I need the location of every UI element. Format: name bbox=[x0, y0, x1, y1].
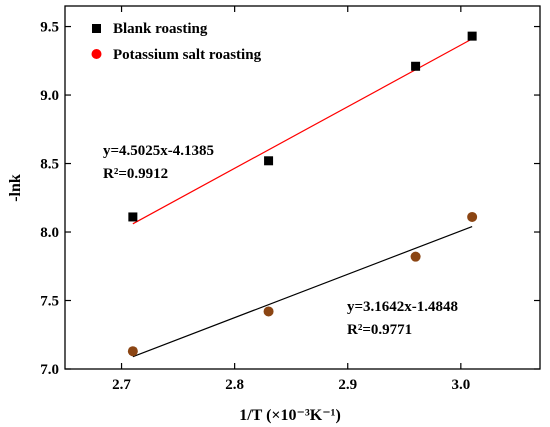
x-axis-label: 1/T (×10⁻³K⁻¹) bbox=[239, 407, 341, 424]
data-points bbox=[127, 31, 478, 357]
point-potassium-salt-roasting bbox=[263, 306, 274, 317]
equation-potassium: y=3.1642x-1.4848 bbox=[347, 299, 458, 315]
equation-blank: y=4.5025x-4.1385 bbox=[103, 143, 214, 159]
point-blank-roasting bbox=[264, 156, 274, 166]
r2-potassium: R²=0.9771 bbox=[347, 322, 412, 338]
axis-ticks: 2.7 2.8 2.9 3.0 7.0 7.5 8.0 8.5 9.0 9.5 bbox=[40, 6, 540, 393]
y-tick-label: 9.0 bbox=[40, 88, 59, 104]
y-tick-label: 7.5 bbox=[40, 294, 59, 310]
fit-line-series-1 bbox=[132, 225, 473, 358]
point-potassium-salt-roasting bbox=[127, 346, 138, 357]
point-blank-roasting bbox=[128, 212, 138, 222]
fit-line-series-0 bbox=[132, 38, 473, 225]
x-tick-label: 2.8 bbox=[225, 377, 244, 393]
y-tick-label: 7.0 bbox=[40, 362, 59, 378]
plot-frame bbox=[64, 5, 541, 370]
y-axis-label: -lnk bbox=[7, 174, 24, 202]
point-potassium-salt-roasting bbox=[410, 251, 421, 262]
point-potassium-salt-roasting bbox=[467, 211, 478, 222]
x-tick-label: 2.9 bbox=[338, 377, 357, 393]
legend: Blank roasting Potassium salt roasting bbox=[91, 21, 262, 63]
y-tick-label: 8.0 bbox=[40, 225, 59, 241]
x-tick-label: 2.7 bbox=[112, 377, 131, 393]
y-tick-label: 9.5 bbox=[40, 20, 59, 36]
legend-marker-square bbox=[92, 24, 101, 33]
y-tick-label: 8.5 bbox=[40, 157, 59, 173]
legend-label-blank: Blank roasting bbox=[113, 21, 208, 37]
legend-marker-circle bbox=[91, 49, 102, 59]
point-blank-roasting bbox=[467, 31, 477, 41]
point-blank-roasting bbox=[411, 61, 421, 71]
legend-label-potassium: Potassium salt roasting bbox=[113, 47, 262, 63]
r2-blank: R²=0.9912 bbox=[103, 166, 168, 182]
x-tick-label: 3.0 bbox=[451, 377, 470, 393]
